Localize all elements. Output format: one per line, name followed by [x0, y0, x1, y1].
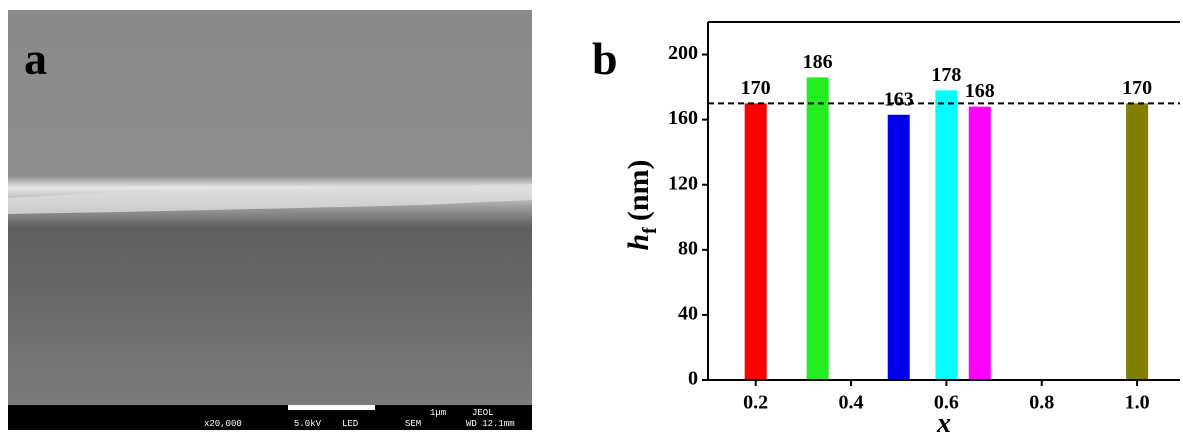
y-label-main: h: [622, 234, 655, 251]
y-label-sub: f: [639, 227, 661, 234]
y-tick-label: 160: [668, 107, 698, 129]
sem-image: x20,000 5.0kV LED 1μm JEOL SEM WD 12.1mm…: [8, 10, 532, 430]
y-label-unit: (nm): [622, 159, 655, 221]
scale-bar: [288, 405, 375, 410]
panel-label: a: [24, 33, 47, 84]
panel-label: b: [592, 33, 618, 84]
y-tick-label: 80: [678, 237, 698, 259]
value-label: 163: [884, 88, 914, 110]
bar: [968, 106, 991, 381]
y-axis-label: hf (nm): [622, 159, 661, 250]
bar: [806, 77, 829, 380]
bar: [1126, 103, 1149, 380]
value-label: 170: [1122, 77, 1152, 99]
y-tick-label: 120: [668, 172, 698, 194]
value-label: 168: [965, 80, 995, 102]
sem-voltage: 5.0kV: [294, 419, 322, 429]
sem-brand: JEOL: [472, 408, 494, 418]
y-tick-label: 0: [688, 368, 698, 390]
x-axis-label: x: [936, 408, 951, 439]
x-tick-label: 0.4: [839, 392, 864, 414]
sem-scale: 1μm: [430, 408, 446, 418]
info-bar: [8, 405, 532, 430]
sem-magnification: x20,000: [204, 419, 242, 429]
x-tick-label: 0.8: [1029, 392, 1054, 414]
value-label: 186: [803, 51, 833, 73]
x-tick-label: 0.6: [934, 392, 959, 414]
sem-wd: WD 12.1mm: [466, 419, 515, 429]
y-tick-label: 40: [678, 303, 698, 325]
value-label: 170: [741, 77, 771, 99]
bar: [744, 103, 767, 380]
sem-mode: LED: [342, 419, 358, 429]
sem-detector: SEM: [405, 419, 421, 429]
x-tick-label: 0.2: [743, 392, 768, 414]
value-label: 178: [931, 64, 961, 86]
x-tick-label: 1.0: [1125, 392, 1150, 414]
bar: [935, 90, 958, 380]
film-layer: [8, 184, 532, 214]
y-tick-label: 200: [668, 42, 698, 64]
bar: [887, 114, 910, 380]
